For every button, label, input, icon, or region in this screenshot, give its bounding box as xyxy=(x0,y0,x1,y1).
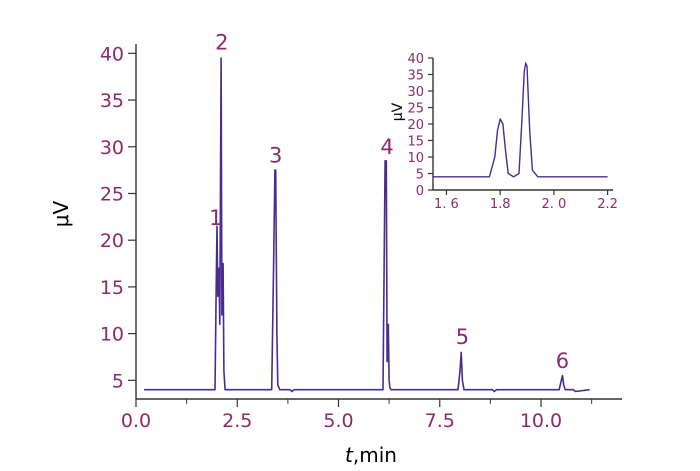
main-x-axis-label: t,min xyxy=(345,443,397,467)
main-x-tick-label: 2.5 xyxy=(222,410,252,432)
inset-y-tick-label: 10 xyxy=(407,151,424,166)
inset-x-tick-label: 2.2 xyxy=(597,197,618,212)
main-y-tick-label: 40 xyxy=(100,43,124,65)
peak-label-1: 1 xyxy=(209,206,222,230)
main-x-tick-label: 10.0 xyxy=(520,410,562,432)
inset-y-tick-label: 15 xyxy=(407,135,424,150)
peak-label-2: 2 xyxy=(215,31,228,55)
x-axis-label-unit: ,min xyxy=(353,443,397,467)
peak-label-6: 6 xyxy=(556,349,569,373)
peak-label-3: 3 xyxy=(269,144,282,168)
main-y-axis-label: μV xyxy=(49,200,73,227)
main-y-tick-label: 5 xyxy=(112,370,124,392)
main-plot-area: 1 2 3 4 5 6 xyxy=(144,31,590,393)
main-y-tick-label: 20 xyxy=(100,230,124,252)
inset-y-tick-label: 35 xyxy=(407,69,424,84)
main-series-line xyxy=(144,57,590,393)
main-x-tick-label: 7.5 xyxy=(425,410,455,432)
main-y-tick-label: 10 xyxy=(100,324,124,346)
peak-label-4: 4 xyxy=(380,135,393,159)
inset-series-line xyxy=(433,62,608,178)
inset-y-axis-label: μV xyxy=(390,102,406,121)
main-x-tick-label: 5.0 xyxy=(323,410,353,432)
inset-y-tick-label: 30 xyxy=(407,85,424,100)
inset-y-tick-label: 40 xyxy=(407,52,424,67)
inset-y-tick-label: 0 xyxy=(416,184,424,199)
inset-y-tick-label: 25 xyxy=(407,102,424,117)
inset-y-tick-label: 5 xyxy=(416,168,424,183)
inset-plot-area xyxy=(433,62,608,178)
x-axis-label-variable: t xyxy=(345,443,354,467)
inset-x-tick-label: 1. 6 xyxy=(434,197,459,212)
inset-x-tick-label: 1.8 xyxy=(490,197,511,212)
main-x-tick-label: 0.0 xyxy=(121,410,151,432)
inset-x-tick-label: 2. 0 xyxy=(541,197,566,212)
main-y-tick-label: 30 xyxy=(100,137,124,159)
main-y-tick-label: 25 xyxy=(100,183,124,205)
main-y-tick-label: 15 xyxy=(100,277,124,299)
main-y-tick-label: 35 xyxy=(100,90,124,112)
inset-y-tick-label: 20 xyxy=(407,118,424,133)
peak-label-5: 5 xyxy=(456,325,469,349)
